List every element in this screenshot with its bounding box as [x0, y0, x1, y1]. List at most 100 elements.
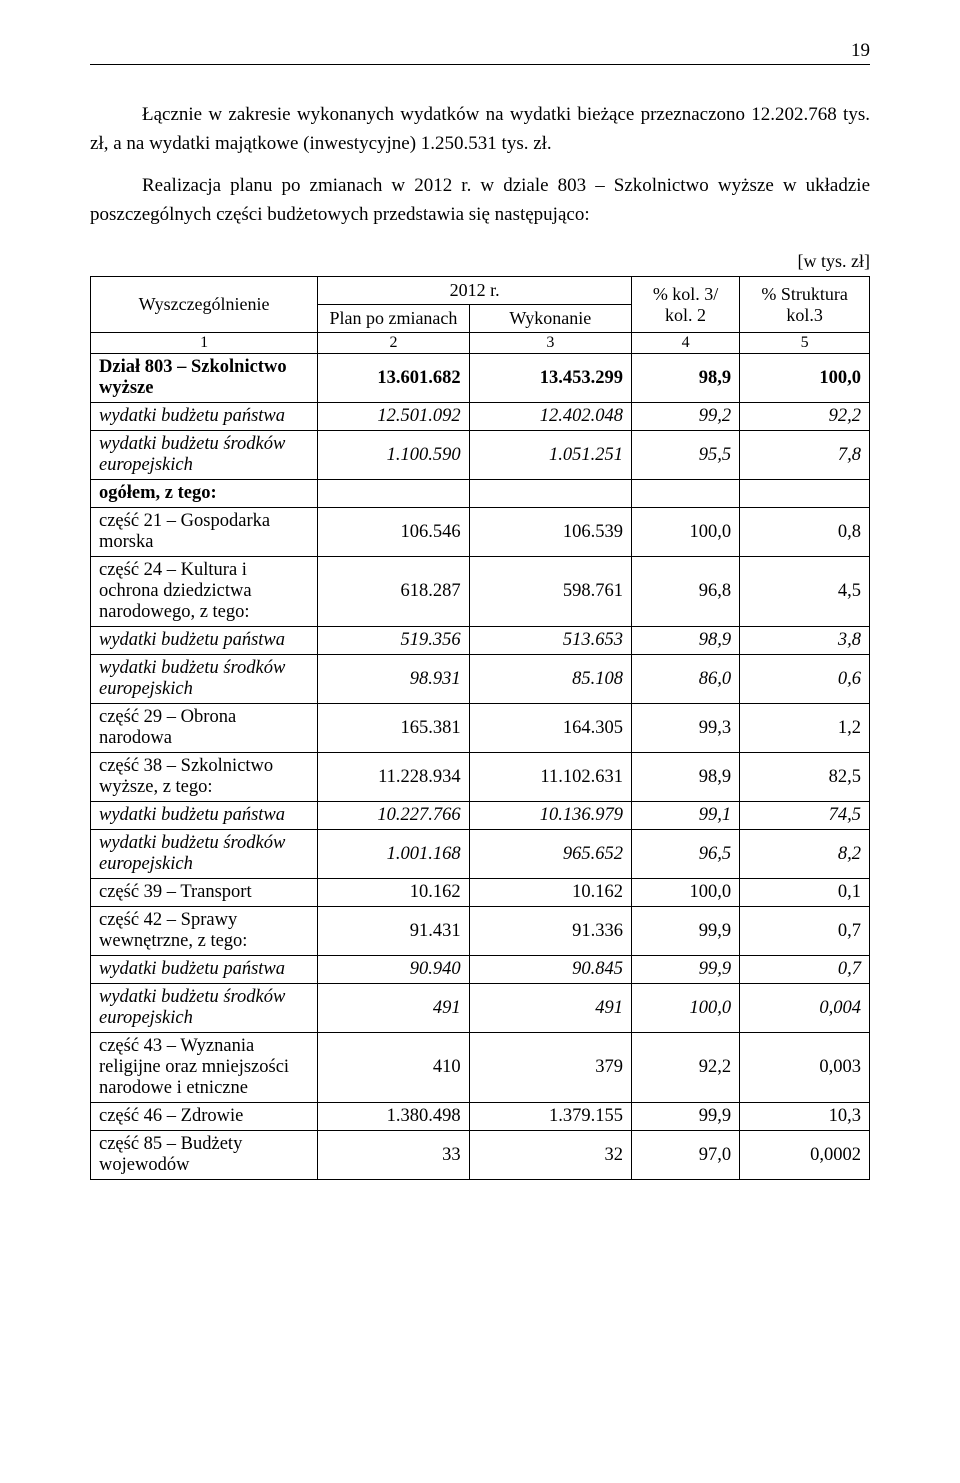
table-cell: 98,9 — [631, 627, 739, 655]
table-cell: część 29 – Obrona narodowa — [91, 704, 318, 753]
table-cell: 98,9 — [631, 354, 739, 403]
table-cell: 100,0 — [740, 354, 870, 403]
table-cell: wydatki budżetu środków europejskich — [91, 984, 318, 1033]
table-cell: wydatki budżetu państwa — [91, 956, 318, 984]
table-cell: 33 — [318, 1131, 469, 1180]
table-cell: część 38 – Szkolnictwo wyższe, z tego: — [91, 753, 318, 802]
table-cell: część 24 – Kultura i ochrona dziedzictwa… — [91, 557, 318, 627]
table-cell: 0,003 — [740, 1033, 870, 1103]
table-cell: część 85 – Budżety wojewodów — [91, 1131, 318, 1180]
table-cell: 165.381 — [318, 704, 469, 753]
table-cell: 13.453.299 — [469, 354, 631, 403]
colnum-4: 4 — [631, 333, 739, 354]
table-row: wydatki budżetu środków europejskich98.9… — [91, 655, 870, 704]
colnum-1: 1 — [91, 333, 318, 354]
table-cell: 92,2 — [740, 403, 870, 431]
table-cell: 1.001.168 — [318, 830, 469, 879]
table-row: wydatki budżetu państwa90.94090.84599,90… — [91, 956, 870, 984]
table-cell — [318, 480, 469, 508]
table-row: wydatki budżetu środków europejskich1.00… — [91, 830, 870, 879]
table-cell: 100,0 — [631, 984, 739, 1033]
paragraph-1: Łącznie w zakresie wykonanych wydatków n… — [90, 101, 870, 158]
top-rule — [90, 64, 870, 65]
table-cell: wydatki budżetu środków europejskich — [91, 431, 318, 480]
table-cell: 91.336 — [469, 907, 631, 956]
table-cell: 106.539 — [469, 508, 631, 557]
table-row: część 29 – Obrona narodowa165.381164.305… — [91, 704, 870, 753]
table-cell: 99,1 — [631, 802, 739, 830]
table-cell: 91.431 — [318, 907, 469, 956]
table-cell: 410 — [318, 1033, 469, 1103]
table-cell: 1.379.155 — [469, 1103, 631, 1131]
table-cell: 99,9 — [631, 1103, 739, 1131]
table-row: część 43 – Wyznania religijne oraz mniej… — [91, 1033, 870, 1103]
table-cell: 7,8 — [740, 431, 870, 480]
table-cell: 100,0 — [631, 508, 739, 557]
table-row: wydatki budżetu państwa519.356513.65398,… — [91, 627, 870, 655]
table-row: część 39 – Transport10.16210.162100,00,1 — [91, 879, 870, 907]
table-cell: 598.761 — [469, 557, 631, 627]
colnum-3: 3 — [469, 333, 631, 354]
th-pct1: % kol. 3/ kol. 2 — [631, 277, 739, 333]
table-cell: 491 — [469, 984, 631, 1033]
unit-label: [w tys. zł] — [90, 251, 870, 272]
table-cell: 74,5 — [740, 802, 870, 830]
table-cell: 99,2 — [631, 403, 739, 431]
table-row: część 24 – Kultura i ochrona dziedzictwa… — [91, 557, 870, 627]
table-cell: ogółem, z tego: — [91, 480, 318, 508]
table-cell: część 42 – Sprawy wewnętrzne, z tego: — [91, 907, 318, 956]
table-cell: 92,2 — [631, 1033, 739, 1103]
table-cell: część 39 – Transport — [91, 879, 318, 907]
table-cell: 96,8 — [631, 557, 739, 627]
th-year: 2012 r. — [318, 277, 632, 305]
table-row: część 42 – Sprawy wewnętrzne, z tego:91.… — [91, 907, 870, 956]
table-row: wydatki budżetu państwa12.501.09212.402.… — [91, 403, 870, 431]
table-cell: 82,5 — [740, 753, 870, 802]
th-wyszczegolnienie: Wyszczególnienie — [91, 277, 318, 333]
table-cell: część 21 – Gospodarka morska — [91, 508, 318, 557]
table-cell: 965.652 — [469, 830, 631, 879]
colnum-5: 5 — [740, 333, 870, 354]
table-cell: 90.940 — [318, 956, 469, 984]
table-row: część 85 – Budżety wojewodów333297,00,00… — [91, 1131, 870, 1180]
table-cell — [469, 480, 631, 508]
table-cell: 90.845 — [469, 956, 631, 984]
table-body: Dział 803 – Szkolnictwo wyższe13.601.682… — [91, 354, 870, 1180]
table-cell: 96,5 — [631, 830, 739, 879]
table-cell: 1,2 — [740, 704, 870, 753]
table-cell — [740, 480, 870, 508]
table-cell: 0,8 — [740, 508, 870, 557]
table-cell: 513.653 — [469, 627, 631, 655]
table-cell: 164.305 — [469, 704, 631, 753]
table-cell: 13.601.682 — [318, 354, 469, 403]
th-pct2: % Struktura kol.3 — [740, 277, 870, 333]
table-cell: 12.402.048 — [469, 403, 631, 431]
table-row: wydatki budżetu środków europejskich4914… — [91, 984, 870, 1033]
th-plan: Plan po zmianach — [318, 305, 469, 333]
table-cell: wydatki budżetu środków europejskich — [91, 655, 318, 704]
budget-table: Wyszczególnienie 2012 r. % kol. 3/ kol. … — [90, 276, 870, 1180]
table-cell: 10,3 — [740, 1103, 870, 1131]
table-row: część 21 – Gospodarka morska106.546106.5… — [91, 508, 870, 557]
th-wykonanie: Wykonanie — [469, 305, 631, 333]
table-row: ogółem, z tego: — [91, 480, 870, 508]
table-cell: 98.931 — [318, 655, 469, 704]
table-cell: 100,0 — [631, 879, 739, 907]
table-cell: 0,004 — [740, 984, 870, 1033]
table-cell — [631, 480, 739, 508]
table-cell: część 46 – Zdrowie — [91, 1103, 318, 1131]
table-cell: 32 — [469, 1131, 631, 1180]
table-row: Dział 803 – Szkolnictwo wyższe13.601.682… — [91, 354, 870, 403]
table-cell: 0,7 — [740, 956, 870, 984]
table-cell: 10.227.766 — [318, 802, 469, 830]
paragraph-2: Realizacja planu po zmianach w 2012 r. w… — [90, 172, 870, 229]
table-cell: 1.051.251 — [469, 431, 631, 480]
table-cell: 11.228.934 — [318, 753, 469, 802]
table-cell: 98,9 — [631, 753, 739, 802]
table-cell: 99,3 — [631, 704, 739, 753]
table-cell: 85.108 — [469, 655, 631, 704]
table-row: wydatki budżetu państwa10.227.76610.136.… — [91, 802, 870, 830]
table-cell: wydatki budżetu środków europejskich — [91, 830, 318, 879]
table-cell: 491 — [318, 984, 469, 1033]
table-cell: 0,6 — [740, 655, 870, 704]
